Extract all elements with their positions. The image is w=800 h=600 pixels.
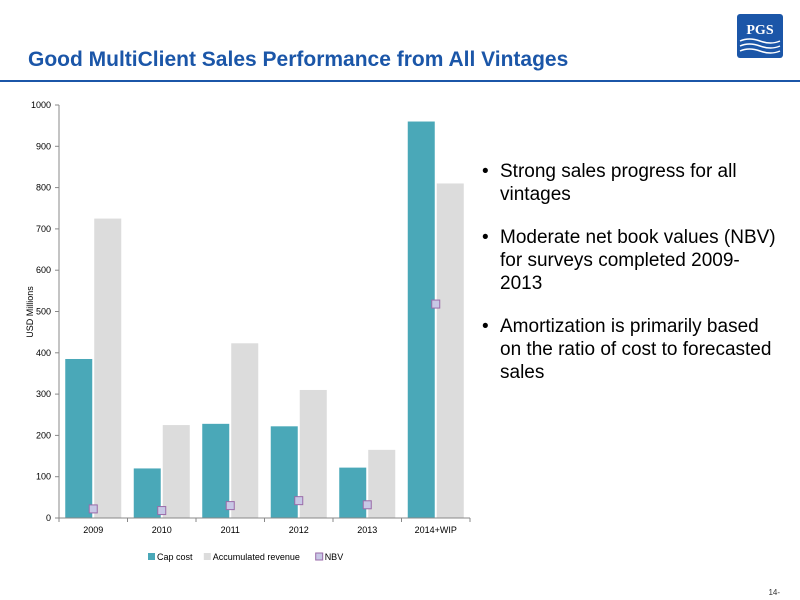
slide-title: Good MultiClient Sales Performance from …	[28, 48, 569, 71]
y-axis: 0 100 200 300 400 500 600 700 800 900 1000	[31, 100, 60, 523]
logo-text: PGS	[746, 23, 773, 38]
bars	[65, 121, 464, 518]
y-tick-label: 800	[36, 183, 51, 193]
x-tick-label: 2012	[289, 525, 309, 535]
cap-cost-bar	[202, 423, 230, 518]
legend-label: Accumulated revenue	[213, 552, 300, 562]
page-number: 14-	[768, 588, 780, 597]
accumulated-revenue-bar	[231, 343, 259, 518]
nbv-marker	[157, 506, 167, 516]
accumulated-revenue-bar	[436, 183, 464, 518]
legend-label: Cap cost	[157, 552, 193, 562]
nbv-marker	[431, 299, 441, 309]
y-tick-label: 300	[36, 389, 51, 399]
legend-swatch	[203, 553, 211, 560]
x-tick-label: 2011	[221, 525, 240, 535]
cap-cost-bar	[65, 358, 93, 518]
legend-swatch	[315, 552, 324, 561]
legend: Cap cost Accumulated revenue NBV	[148, 552, 343, 562]
cap-cost-bar	[407, 121, 435, 518]
y-axis-label: USD Millions	[25, 286, 35, 338]
bullet-item: • Moderate net book values (NBV) for surv…	[482, 227, 776, 294]
bullet-text: Moderate net book values (NBV) for surve…	[500, 227, 776, 294]
bullet-list: • Strong sales progress for all vintages …	[480, 160, 780, 404]
x-axis: 2009 2010 2011 2012 2013 2014+WIP	[58, 517, 471, 535]
bullet-text: Amortization is primarily based on the r…	[500, 316, 772, 383]
pgs-logo: PGS	[737, 14, 783, 58]
y-tick-label: 500	[36, 307, 51, 317]
legend-swatch	[148, 553, 155, 560]
nbv-marker	[225, 501, 235, 511]
title-divider	[0, 80, 800, 82]
cap-cost-bar	[270, 426, 298, 518]
nbv-marker	[294, 496, 304, 506]
bullet-item: • Strong sales progress for all vintages	[482, 161, 737, 205]
y-tick-label: 400	[36, 348, 51, 358]
x-tick-label: 2014+WIP	[415, 525, 457, 535]
y-tick-label: 700	[36, 224, 51, 234]
nbv-markers	[88, 299, 441, 516]
y-tick-label: 900	[36, 141, 51, 151]
bullet-text: Strong sales progress for all vintages	[500, 161, 737, 205]
nbv-marker	[362, 500, 372, 510]
bullet-item: • Amortization is primarily based on the …	[482, 316, 772, 383]
x-tick-label: 2009	[83, 525, 103, 535]
y-tick-label: 1000	[31, 100, 51, 110]
cap-cost-bar	[339, 467, 367, 518]
x-tick-label: 2010	[152, 525, 172, 535]
y-tick-label: 0	[46, 513, 51, 523]
x-tick-label: 2013	[357, 525, 377, 535]
nbv-marker	[88, 504, 98, 514]
legend-label: NBV	[325, 552, 344, 562]
cap-cost-bar	[133, 468, 161, 518]
y-tick-label: 100	[36, 472, 51, 482]
y-tick-label: 200	[36, 430, 51, 440]
accumulated-revenue-bar	[94, 218, 122, 518]
accumulated-revenue-bar	[368, 449, 396, 518]
sales-chart: 0 100 200 300 400 500 600 700 800 900 1000 2009 201…	[25, 100, 471, 562]
y-tick-label: 600	[36, 265, 51, 275]
accumulated-revenue-bar	[162, 425, 190, 518]
accumulated-revenue-bar	[299, 389, 327, 518]
